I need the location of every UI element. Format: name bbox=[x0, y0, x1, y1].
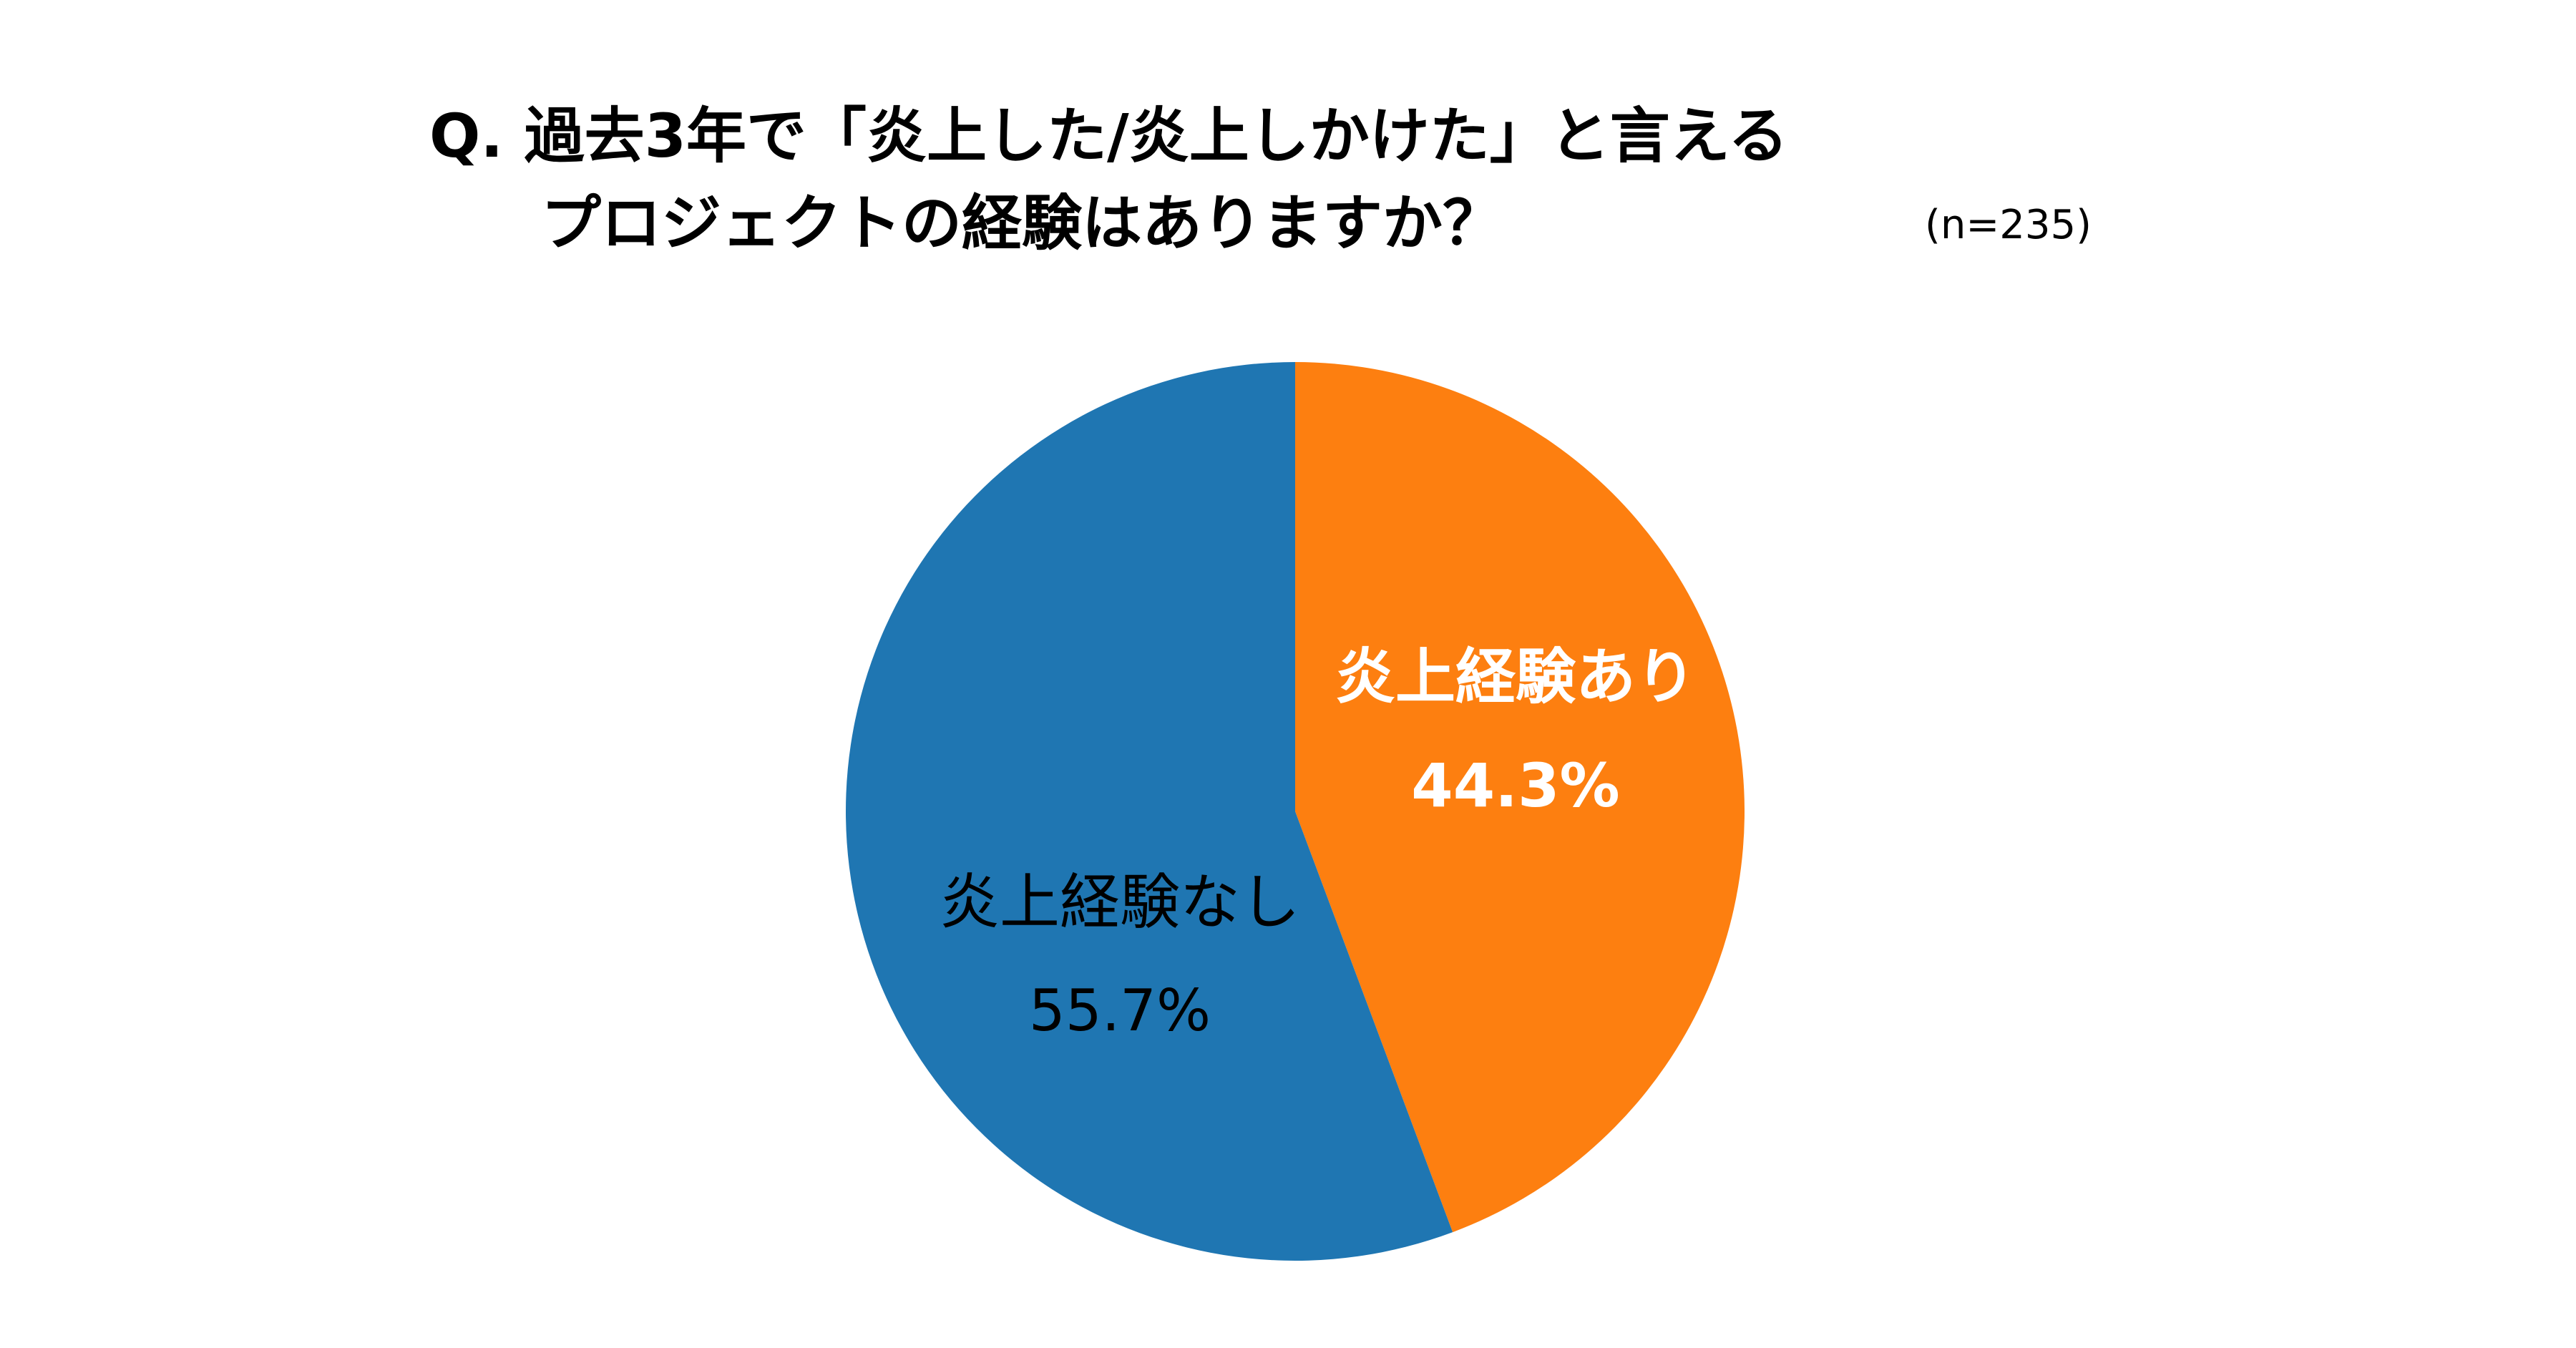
pie-labels: 炎上経験あり 44.3% 炎上経験なし 55.7% bbox=[940, 642, 1696, 1044]
slice-value-1: 44.3% bbox=[1411, 751, 1619, 821]
slice-label-1: 炎上経験あり bbox=[1335, 642, 1696, 712]
slice-label-2: 炎上経験なし bbox=[940, 867, 1300, 937]
pie-slices bbox=[845, 362, 1745, 1261]
chart-title-line-1: Q. 過去3年で「炎上した/炎上しかけた」と言える bbox=[429, 101, 1789, 171]
sample-size-label: (n=235) bbox=[1925, 202, 2092, 248]
chart-title-line-2: プロジェクトの経験はありますか？ bbox=[541, 188, 1503, 258]
slice-value-2: 55.7% bbox=[1029, 977, 1211, 1044]
pie-slice-1 bbox=[1295, 362, 1745, 1233]
pie-slice-2 bbox=[845, 362, 1453, 1261]
